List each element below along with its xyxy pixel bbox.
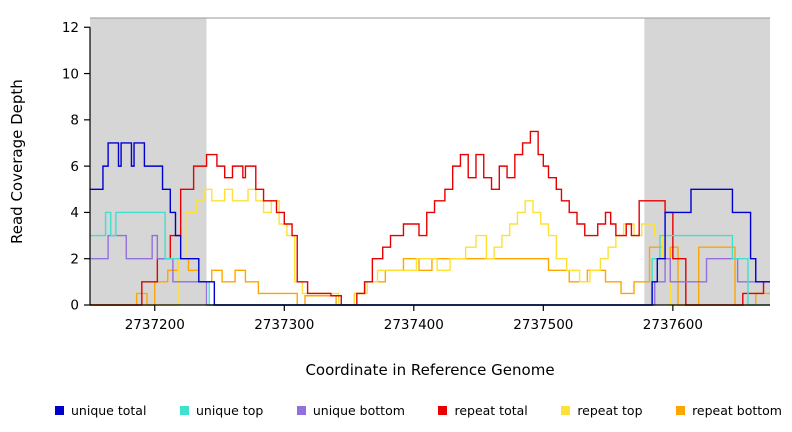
- x-tick-label: 2737300: [254, 317, 314, 333]
- legend-label: repeat bottom: [692, 402, 782, 418]
- y-tick-label: 8: [70, 113, 79, 129]
- legend-label: unique top: [195, 402, 264, 418]
- x-tick-label: 2737200: [125, 317, 185, 333]
- legend-label: unique total: [71, 402, 147, 418]
- legend-item-repeat-total: repeat total: [438, 402, 528, 418]
- legend-item-unique-total: unique total: [55, 403, 146, 418]
- series-repeat-top: [90, 188, 770, 306]
- legend-item-repeat-top: repeat top: [561, 402, 643, 418]
- legend-item-unique-top: unique top: [179, 402, 264, 418]
- read-coverage-chart: 0 2 4 6 8 10 12 2737200 2737300 2737400 2737500 273…: [62, 17, 770, 333]
- legend-item-repeat-bottom: repeat bottom: [676, 403, 782, 418]
- legend-label: unique bottom: [312, 402, 405, 418]
- y-tick-label: 2: [70, 251, 79, 267]
- series-repeat-total: [90, 130, 770, 306]
- x-tick-label: 2737600: [643, 317, 703, 333]
- y-tick-label: 10: [62, 66, 79, 82]
- legend-label: repeat top: [577, 402, 643, 418]
- legend-swatch-icon: [179, 405, 189, 415]
- legend-swatch-icon: [438, 405, 448, 415]
- legend-label: repeat total: [454, 402, 528, 418]
- y-axis-title: Read Coverage Depth: [8, 79, 26, 244]
- y-tick-label: 4: [70, 205, 79, 221]
- x-axis-title: Coordinate in Reference Genome: [305, 361, 555, 379]
- legend: unique total unique top unique bottom repea…: [0, 400, 792, 420]
- left-gray-region: [90, 18, 207, 305]
- x-tick-label: 2737500: [513, 317, 573, 333]
- x-tick-label: 2737400: [384, 317, 444, 333]
- series-unique-total: [90, 142, 770, 306]
- y-tick-label: 12: [62, 20, 79, 36]
- legend-swatch-icon: [296, 405, 306, 415]
- legend-swatch-icon: [561, 405, 571, 415]
- y-tick-label: 6: [70, 159, 79, 175]
- legend-swatch-icon: [676, 405, 686, 415]
- legend-item-unique-bottom: unique bottom: [296, 402, 405, 418]
- legend-swatch-icon: [55, 405, 64, 415]
- y-tick-label: 0: [70, 298, 79, 314]
